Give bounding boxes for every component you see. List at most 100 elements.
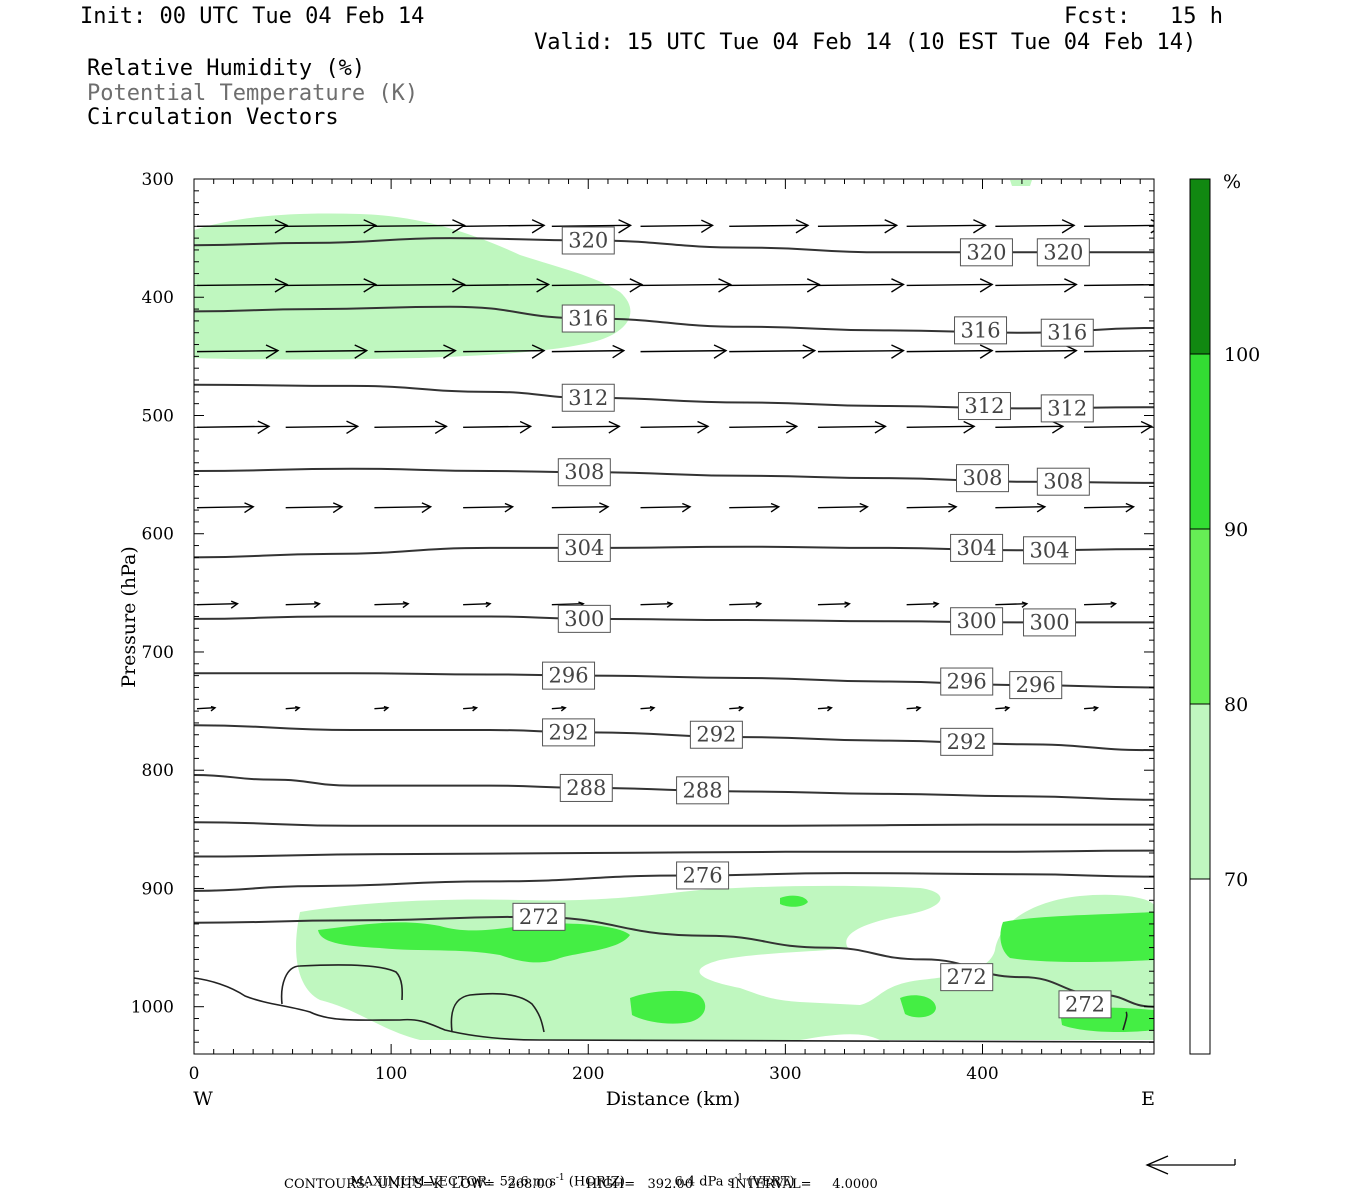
wind-vector — [196, 420, 271, 435]
theta-label: 272 — [947, 965, 987, 989]
theta-contour-300 — [194, 615, 1154, 624]
theta-label: 316 — [1047, 321, 1087, 345]
theta-contour-288 — [194, 773, 1154, 801]
theta-label: 308 — [962, 466, 1002, 490]
theta-label: 288 — [683, 778, 723, 802]
vert-exponent: -1 — [734, 1173, 744, 1183]
theta-contour-308 — [194, 467, 1154, 484]
terrain — [194, 964, 1154, 1043]
legend-theta: Potential Temperature (K) — [87, 81, 419, 106]
theta-contour-292 — [194, 724, 1154, 752]
wind-vector — [551, 420, 621, 434]
theta-label: 292 — [548, 720, 588, 744]
colorbar-segment — [1190, 879, 1210, 1054]
wind-vector — [640, 278, 732, 293]
vert-tag: (VERT) — [747, 1174, 795, 1190]
wind-vector — [551, 502, 610, 514]
rh-mid-2 — [1000, 912, 1154, 962]
wind-vector — [640, 502, 692, 513]
wind-vector — [374, 344, 457, 359]
wind-vector — [285, 278, 378, 293]
wind-vector — [906, 705, 922, 712]
theta-loop-1 — [280, 964, 404, 1005]
rh-mid-6 — [780, 895, 808, 907]
theta-label-box — [959, 238, 1013, 267]
x-tick-label: 200 — [572, 1064, 604, 1084]
wind-vector — [817, 502, 869, 513]
wind-vector — [463, 502, 515, 513]
wind-vector — [374, 601, 410, 609]
terrain-line — [194, 977, 1154, 1043]
theta-label-box — [1023, 608, 1077, 637]
theta-label-box — [542, 718, 596, 747]
theta-label-box — [676, 861, 730, 890]
theta-label: 292 — [947, 730, 987, 754]
x-tick-label: 100 — [375, 1064, 407, 1084]
wind-vector — [640, 705, 656, 712]
wind-vector — [463, 601, 492, 608]
max-vector-label: MAXIMUM VECTOR: — [350, 1174, 492, 1190]
theta-label: 296 — [947, 670, 987, 694]
wind-vector — [463, 420, 533, 434]
wind-vector — [196, 219, 289, 234]
theta-label: 316 — [568, 307, 608, 331]
wind-vector — [729, 278, 821, 293]
y-tick-label: 700 — [142, 643, 174, 663]
theta-label: 300 — [957, 609, 997, 633]
wind-vector — [817, 219, 899, 234]
theta-label-box — [954, 316, 1008, 345]
wind-vector — [374, 219, 466, 234]
colorbar-unit: % — [1223, 171, 1241, 193]
rh-band-top-sliver — [1010, 180, 1032, 186]
theta-label-box — [557, 458, 611, 487]
theta-label-box — [940, 727, 994, 756]
theta-label-box — [957, 392, 1011, 421]
theta-contour-296 — [194, 672, 1154, 689]
theta-label: 320 — [568, 228, 608, 252]
wind-vector — [729, 705, 745, 712]
wind-vector — [551, 278, 644, 293]
theta-label: 312 — [964, 394, 1004, 418]
wind-vector — [196, 502, 255, 514]
theta-labels: 320 320 320 316 316 316 312 312 312 308 308 308 304 3… — [512, 226, 1112, 1019]
wind-vector — [729, 219, 810, 234]
wind-vector — [995, 278, 1078, 293]
wind-vector — [196, 705, 217, 712]
wind-vector — [196, 344, 280, 359]
wind-vector — [995, 601, 1029, 608]
theta-label: 292 — [696, 723, 736, 747]
wind-vector — [285, 344, 369, 359]
wind-vector — [374, 278, 466, 293]
theta-label-box — [676, 776, 730, 805]
theta-label-box — [1040, 394, 1094, 423]
theta-label-box — [1036, 467, 1090, 496]
theta-label: 308 — [1043, 470, 1083, 494]
wind-vector — [1084, 502, 1136, 513]
colorbar: 70 80 90 100 — [1189, 178, 1260, 1055]
forecast-hour: Fcst: 15 h — [1064, 4, 1223, 29]
west-label: W — [193, 1088, 213, 1110]
theta-label: 296 — [1016, 673, 1056, 697]
wind-vector — [640, 219, 714, 234]
colorbar-level-label: 90 — [1224, 519, 1248, 541]
rh-mid-3 — [630, 990, 706, 1024]
theta-label-box — [940, 667, 994, 696]
horiz-tag: (HORIZ) — [568, 1174, 625, 1190]
wind-vector — [285, 420, 360, 435]
wind-vector — [995, 502, 1047, 513]
wind-vector — [1084, 283, 1154, 287]
theta-label: 276 — [683, 863, 723, 887]
theta-label: 300 — [1029, 610, 1069, 634]
wind-vector — [729, 420, 799, 434]
theta-label-box — [559, 773, 613, 802]
y-tick-label: 800 — [142, 761, 174, 781]
y-tick-label: 1000 — [131, 998, 174, 1018]
theta-contour-304 — [194, 545, 1154, 559]
theta-label: 320 — [966, 240, 1006, 264]
theta-loop-2 — [450, 992, 545, 1033]
wind-vector — [640, 344, 728, 359]
wind-vector — [374, 502, 433, 514]
legend-rh: Relative Humidity (%) — [87, 56, 366, 81]
theta-label: 296 — [548, 664, 588, 688]
